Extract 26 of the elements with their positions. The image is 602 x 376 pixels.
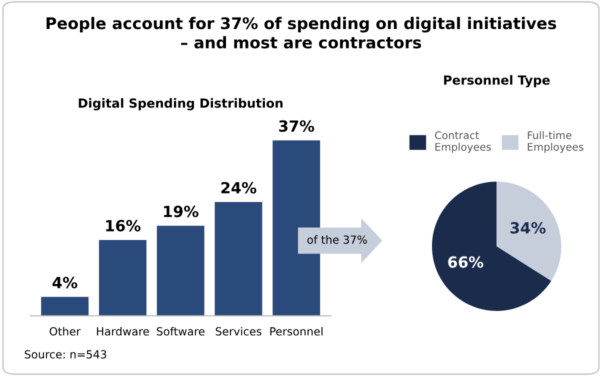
chart-subtitle: Digital Spending Distribution xyxy=(78,98,283,110)
data-label: 4% xyxy=(52,276,78,288)
bar xyxy=(98,240,146,316)
x-tick-label: Software xyxy=(156,326,204,336)
data-label: 19% xyxy=(164,206,198,218)
bar xyxy=(272,140,320,316)
pie-slice xyxy=(432,182,552,311)
data-label: 24% xyxy=(221,182,256,194)
bar xyxy=(214,202,262,316)
data-label: 16% xyxy=(106,220,141,232)
chart-title: People account for 37% of spending on digital initiatives – and most are contractors xyxy=(46,16,556,49)
bar xyxy=(156,226,204,316)
x-tick-label: Services xyxy=(216,326,262,336)
x-tick-label: Hardware xyxy=(96,326,149,336)
x-tick-label: Personnel xyxy=(270,326,322,336)
data-label: 66% xyxy=(448,256,484,268)
data-label: 34% xyxy=(510,222,546,234)
legend-label: Contract Employees xyxy=(435,131,491,153)
bar xyxy=(41,296,89,316)
chart-title: Personnel Type xyxy=(444,75,550,88)
pie-slice xyxy=(496,182,562,281)
data-label: 37% xyxy=(279,120,314,132)
x-tick-label: Other xyxy=(50,326,81,336)
annotation: of the 37% xyxy=(307,235,367,244)
source-note: Source: n=543 xyxy=(24,350,106,359)
legend-label: Full-time Employees xyxy=(528,131,584,153)
